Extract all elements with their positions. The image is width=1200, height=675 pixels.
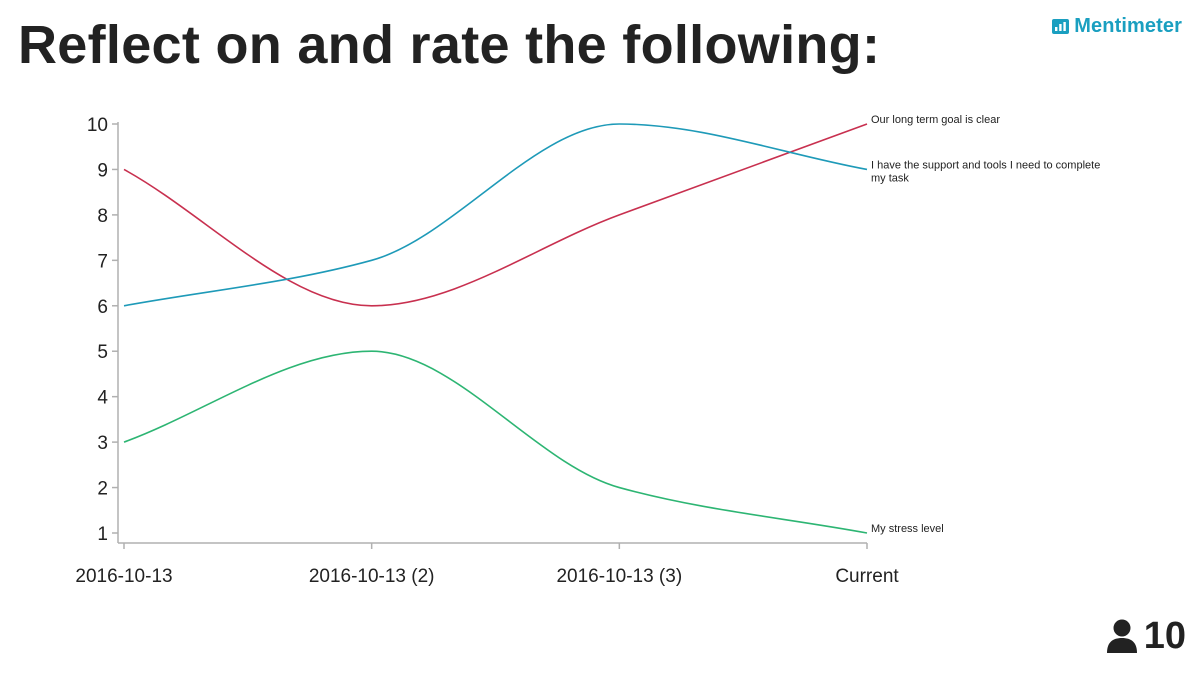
series-line — [123, 350, 868, 534]
x-tick-label: 2016-10-13 (2) — [309, 566, 435, 587]
x-tick-label: 2016-10-13 (3) — [556, 566, 682, 587]
series-label: I have the support and tools I need to c… — [871, 159, 1100, 184]
brand-name: Mentimeter — [1074, 15, 1182, 37]
person-icon — [1106, 619, 1137, 653]
x-tick-label: 2016-10-13 — [75, 566, 172, 587]
y-tick-label: 7 — [97, 251, 108, 272]
brand-logo: Mentimeter — [1052, 15, 1182, 38]
y-tick-label: 10 — [87, 115, 108, 136]
y-tick-label: 4 — [97, 388, 108, 409]
y-tick-label: 5 — [97, 342, 108, 363]
y-tick-label: 1 — [97, 524, 108, 545]
y-tick-label: 6 — [97, 297, 108, 318]
chart-series-lines — [123, 123, 868, 534]
series-line — [123, 123, 868, 307]
chart-series-labels: Our long term goal is clear I have the su… — [871, 114, 1100, 535]
y-tick-label: 2 — [97, 479, 108, 500]
series-line — [123, 123, 868, 307]
x-tick-label: Current — [835, 566, 899, 587]
series-label: Our long term goal is clear — [871, 114, 1000, 126]
chart-axes: 1 2 3 4 5 6 7 8 9 10 2016-10-13 2016-10-13 (2) 2016-… — [75, 115, 899, 587]
participant-counter: 10 — [1106, 617, 1186, 655]
participant-count: 10 — [1143, 615, 1186, 657]
page-title: Reflect on and rate the following: — [18, 15, 881, 75]
y-tick-label: 3 — [97, 433, 108, 454]
series-label: My stress level — [871, 523, 944, 535]
y-tick-label: 8 — [97, 206, 108, 227]
bar-chart-icon — [1052, 19, 1070, 34]
y-tick-label: 9 — [97, 160, 108, 181]
